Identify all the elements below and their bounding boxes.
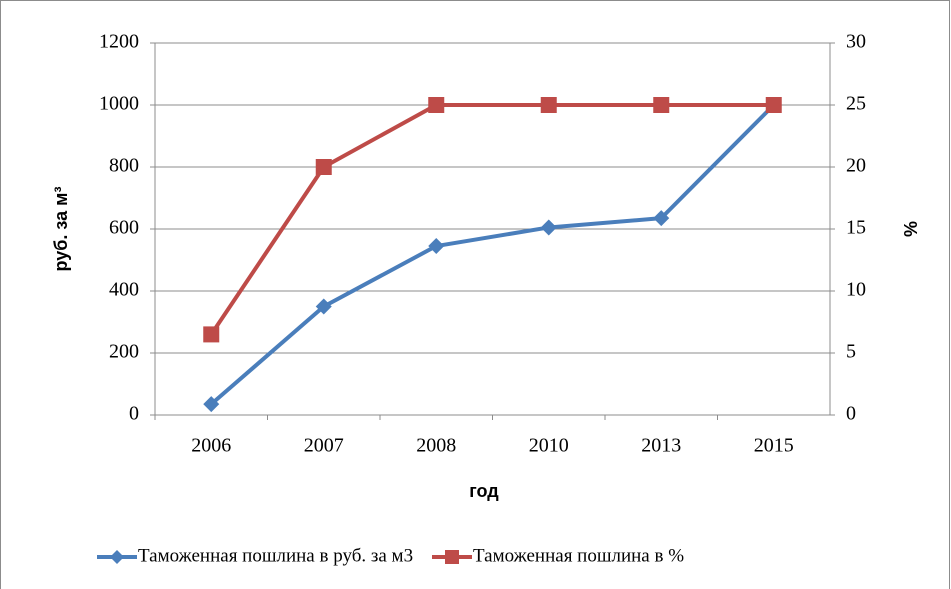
point <box>203 396 220 413</box>
point <box>428 238 445 255</box>
x-tick-label: 2008 <box>416 435 456 457</box>
y2-tick-label: 25 <box>846 93 866 115</box>
point <box>540 97 557 113</box>
legend-marker <box>110 550 124 564</box>
y2-tick-label: 30 <box>846 31 866 53</box>
point <box>315 298 332 315</box>
point <box>653 210 670 227</box>
y-tick-label: 200 <box>109 341 139 363</box>
series-line <box>209 103 776 406</box>
legend-label: Таможенная пошлина в руб. за м3 <box>138 545 413 566</box>
legend-marker <box>445 550 459 564</box>
y2-axis-title: % <box>901 221 921 237</box>
y-tick-label: 800 <box>109 155 139 177</box>
y2-tick-label: 20 <box>846 155 866 177</box>
y2-tick-label: 15 <box>846 217 866 239</box>
y-tick-label: 0 <box>129 403 139 425</box>
point <box>315 159 332 175</box>
legend-label: Таможенная пошлина в % <box>473 545 684 566</box>
point <box>653 97 670 113</box>
y-tick-label: 1200 <box>99 31 139 53</box>
y-axis-title: руб. за м³ <box>51 187 71 272</box>
y2-tick-label: 0 <box>846 403 856 425</box>
series-line <box>209 103 774 336</box>
y2-tick-label: 5 <box>846 341 856 363</box>
y-tick-label: 1000 <box>99 93 139 115</box>
point <box>765 97 782 113</box>
x-tick-label: 2010 <box>529 435 569 457</box>
x-tick-label: 2006 <box>191 435 231 457</box>
y2-tick-label: 10 <box>846 279 866 301</box>
x-tick-label: 2007 <box>304 435 344 457</box>
x-tick-label: 2013 <box>641 435 681 457</box>
point <box>203 326 220 343</box>
point <box>540 219 557 236</box>
point <box>428 97 445 113</box>
y-tick-label: 600 <box>109 217 139 239</box>
x-axis-title: год <box>469 481 499 501</box>
y-tick-label: 400 <box>109 279 139 301</box>
x-tick-label: 2015 <box>754 435 794 457</box>
